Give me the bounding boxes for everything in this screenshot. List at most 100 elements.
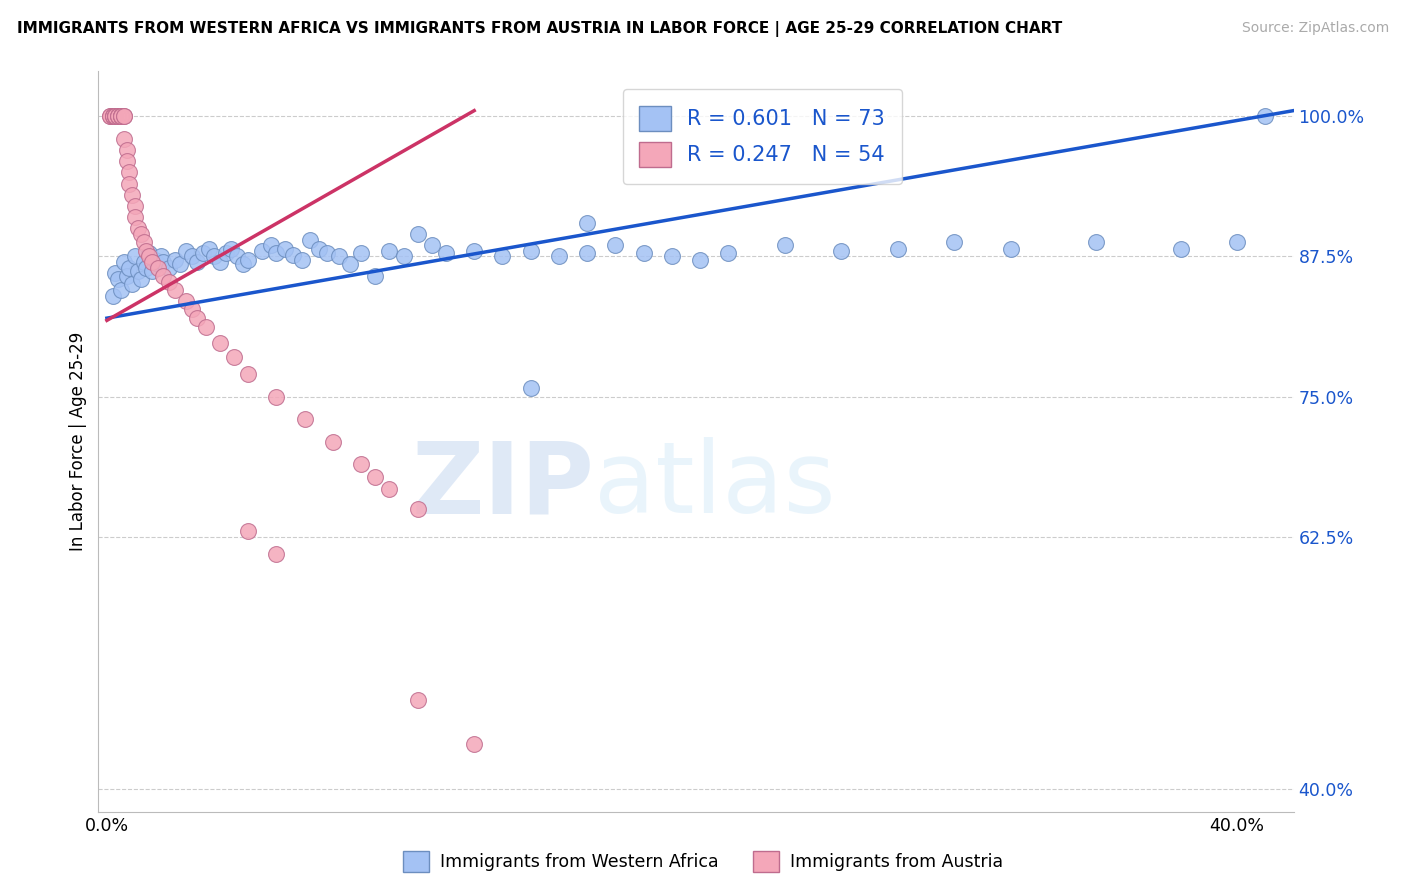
Point — [101, 289, 124, 303]
Point — [194, 320, 217, 334]
Point — [316, 246, 339, 260]
Point — [104, 109, 127, 123]
Point — [112, 109, 135, 123]
Point — [191, 246, 214, 260]
Point — [491, 250, 513, 264]
Point — [328, 250, 350, 264]
Point — [149, 250, 172, 264]
Point — [129, 272, 152, 286]
Point — [146, 260, 169, 275]
Point — [519, 244, 541, 258]
Point — [110, 109, 132, 123]
Point — [141, 264, 163, 278]
Point — [1084, 235, 1107, 249]
Point — [186, 311, 208, 326]
Point — [98, 109, 121, 123]
Point — [152, 255, 174, 269]
Point — [124, 199, 146, 213]
Point — [238, 252, 260, 267]
Point — [322, 434, 344, 449]
Point — [121, 277, 143, 292]
Point — [214, 246, 236, 260]
Point — [339, 257, 361, 271]
Point — [392, 250, 415, 264]
Point — [266, 246, 288, 260]
Point — [101, 109, 124, 123]
Point — [138, 246, 160, 260]
Point — [152, 268, 174, 283]
Point — [174, 294, 197, 309]
Point — [350, 457, 373, 471]
Point — [463, 738, 485, 752]
Point — [110, 109, 132, 123]
Point — [104, 109, 127, 123]
Text: atlas: atlas — [595, 437, 837, 534]
Point — [115, 268, 138, 283]
Point — [260, 238, 283, 252]
Legend: R = 0.601   N = 73, R = 0.247   N = 54: R = 0.601 N = 73, R = 0.247 N = 54 — [623, 89, 901, 184]
Point — [121, 187, 143, 202]
Point — [406, 227, 429, 241]
Point — [222, 351, 245, 365]
Point — [576, 246, 599, 260]
Point — [364, 470, 387, 484]
Text: IMMIGRANTS FROM WESTERN AFRICA VS IMMIGRANTS FROM AUSTRIA IN LABOR FORCE | AGE 2: IMMIGRANTS FROM WESTERN AFRICA VS IMMIGR… — [17, 21, 1062, 37]
Point — [1254, 109, 1277, 123]
Point — [118, 165, 141, 179]
Point — [104, 109, 127, 123]
Point — [238, 368, 260, 382]
Point — [283, 248, 305, 262]
Point — [124, 250, 146, 264]
Point — [174, 244, 197, 258]
Point — [633, 246, 655, 260]
Point — [118, 260, 141, 275]
Point — [101, 109, 124, 123]
Point — [115, 154, 138, 169]
Point — [132, 255, 155, 269]
Point — [463, 244, 485, 258]
Point — [112, 109, 135, 123]
Text: Source: ZipAtlas.com: Source: ZipAtlas.com — [1241, 21, 1389, 35]
Point — [294, 412, 316, 426]
Point — [406, 501, 429, 516]
Point — [274, 242, 297, 256]
Point — [219, 242, 242, 256]
Text: ZIP: ZIP — [412, 437, 595, 534]
Point — [197, 242, 219, 256]
Point — [291, 252, 314, 267]
Point — [406, 692, 429, 706]
Point — [141, 255, 163, 269]
Point — [208, 335, 231, 350]
Point — [118, 177, 141, 191]
Point — [110, 109, 132, 123]
Point — [110, 109, 132, 123]
Point — [689, 252, 711, 267]
Point — [143, 252, 166, 267]
Point — [107, 272, 129, 286]
Point — [146, 257, 169, 271]
Point — [519, 381, 541, 395]
Point — [129, 227, 152, 241]
Point — [308, 242, 330, 256]
Point — [231, 257, 253, 271]
Point — [299, 233, 322, 247]
Point — [104, 109, 127, 123]
Y-axis label: In Labor Force | Age 25-29: In Labor Force | Age 25-29 — [69, 332, 87, 551]
Legend: Immigrants from Western Africa, Immigrants from Austria: Immigrants from Western Africa, Immigran… — [396, 844, 1010, 879]
Point — [350, 246, 373, 260]
Point — [605, 238, 627, 252]
Point — [127, 221, 149, 235]
Point — [107, 109, 129, 123]
Point — [124, 210, 146, 224]
Point — [107, 109, 129, 123]
Point — [266, 547, 288, 561]
Point — [266, 390, 288, 404]
Point — [163, 283, 186, 297]
Point — [112, 255, 135, 269]
Point — [110, 283, 132, 297]
Point — [225, 250, 247, 264]
Point — [420, 238, 443, 252]
Point — [157, 260, 180, 275]
Point — [378, 482, 401, 496]
Point — [186, 255, 208, 269]
